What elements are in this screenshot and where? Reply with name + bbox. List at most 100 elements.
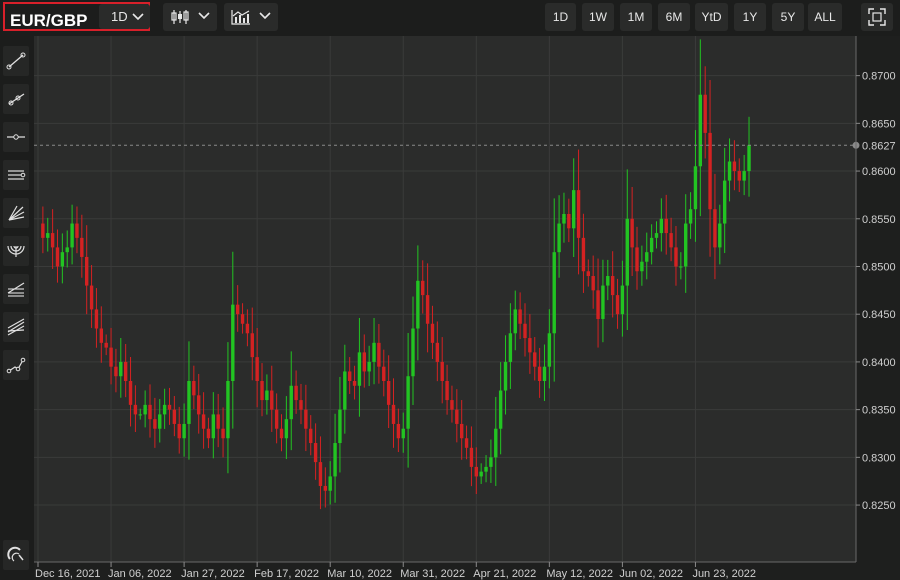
candle-body [635, 247, 639, 272]
candle-body [552, 252, 556, 334]
candle-body [128, 381, 133, 405]
path-icon [6, 357, 26, 374]
range-1d-button[interactable]: 1D [545, 3, 576, 31]
candle-body [192, 381, 196, 396]
candle-body [489, 457, 493, 467]
candle-body [601, 285, 605, 319]
horizontal-line-tool[interactable] [3, 122, 29, 152]
candle-body [610, 276, 615, 296]
parallel-channel-tool[interactable] [3, 160, 29, 190]
candle-body [484, 466, 488, 472]
candle-body [430, 323, 435, 343]
candles [41, 39, 751, 510]
candle-body [503, 361, 508, 391]
candle-body [104, 342, 108, 348]
candle-body [294, 385, 298, 401]
candle-body [542, 366, 547, 381]
candle-body [109, 347, 113, 367]
candle-body [309, 428, 313, 444]
candle-body [508, 333, 513, 362]
y-axis: 0.8250 0.8300 0.8350 0.8400 0.8450 0.8500 0.85… [856, 71, 896, 512]
candle-body [693, 166, 698, 210]
indicators-dropdown[interactable] [224, 3, 278, 31]
candle-body [586, 271, 591, 277]
candle-body [416, 280, 420, 329]
candle-body [421, 280, 425, 296]
y-tick-label: 0.8250 [862, 500, 896, 512]
chevron-down-icon [259, 12, 271, 20]
candle-body [469, 447, 474, 467]
candle-body [201, 414, 206, 429]
magnet-tool[interactable] [3, 540, 29, 570]
candle-body [547, 333, 552, 367]
candle-body [406, 376, 410, 429]
candle-body [537, 366, 542, 381]
last-price-label: 0.8627 [862, 140, 896, 152]
ray-tool[interactable] [3, 84, 29, 114]
chart-type-dropdown[interactable] [163, 3, 217, 31]
y-tick-label: 0.8550 [862, 214, 896, 226]
range-5y-button[interactable]: 5Y [772, 3, 804, 31]
candle-body [279, 428, 284, 439]
parallel-channel-icon [8, 170, 26, 180]
candle-body [197, 395, 201, 415]
x-tick-label: Jan 27, 2022 [181, 568, 245, 580]
candle-body [172, 409, 177, 424]
fibonacci-arc-tool[interactable] [3, 236, 29, 266]
fibonacci-arc-icon [7, 245, 25, 257]
candle-body [114, 366, 118, 377]
plot-area [34, 36, 856, 562]
indicator-chart-icon [231, 10, 250, 25]
candle-body [518, 309, 522, 324]
candle-body [640, 261, 644, 272]
x-axis: Dec 16, 2021 Jan 06, 2022 Jan 27, 2022 Feb … [35, 562, 756, 580]
candle-body [323, 485, 328, 491]
candle-body [362, 352, 366, 372]
candle-body [703, 94, 707, 133]
pitchfork-tool[interactable] [3, 312, 29, 342]
ray-icon [8, 93, 25, 106]
horizontal-line-icon [7, 134, 25, 140]
fan-tool[interactable] [3, 198, 29, 228]
candle-body [625, 218, 629, 286]
candle-body [747, 145, 751, 172]
candle-body [450, 400, 454, 410]
trend-line-tool[interactable] [3, 46, 29, 76]
drawing-toolbar [0, 36, 34, 580]
timeframe-dropdown[interactable]: 1D [99, 4, 150, 29]
candle-body [60, 252, 65, 267]
candle-body [148, 404, 152, 420]
candle-body [391, 404, 396, 424]
candle-body [674, 247, 678, 267]
fibonacci-retracement-tool[interactable] [3, 274, 29, 304]
y-tick-label: 0.8500 [862, 261, 896, 273]
candle-body [440, 361, 444, 381]
candle-body [162, 404, 167, 415]
candle-body [240, 314, 245, 324]
range-1m-button[interactable]: 1M [620, 3, 652, 31]
candle-body [401, 428, 405, 439]
candle-body [679, 266, 683, 268]
range-all-button[interactable]: ALL [808, 3, 842, 31]
range-1w-button[interactable]: 1W [582, 3, 614, 31]
candle-body [708, 132, 712, 210]
candle-body [318, 462, 323, 486]
candle-body [250, 333, 254, 358]
candle-body [737, 171, 741, 181]
y-tick-label: 0.8700 [862, 71, 896, 83]
candle-body [445, 381, 449, 401]
candle-body [182, 423, 186, 439]
candle-body [270, 390, 274, 410]
candle-body [328, 476, 332, 491]
candle-body [138, 414, 142, 416]
fullscreen-button[interactable] [861, 3, 893, 31]
fibonacci-retracement-icon [7, 282, 25, 297]
candle-body [206, 428, 211, 439]
range-ytd-button[interactable]: YtD [695, 3, 728, 31]
x-tick-label: Feb 17, 2022 [254, 568, 319, 580]
path-tool[interactable] [3, 350, 29, 380]
range-1y-button[interactable]: 1Y [734, 3, 766, 31]
candle-body [479, 471, 483, 477]
range-6m-button[interactable]: 6M [658, 3, 690, 31]
